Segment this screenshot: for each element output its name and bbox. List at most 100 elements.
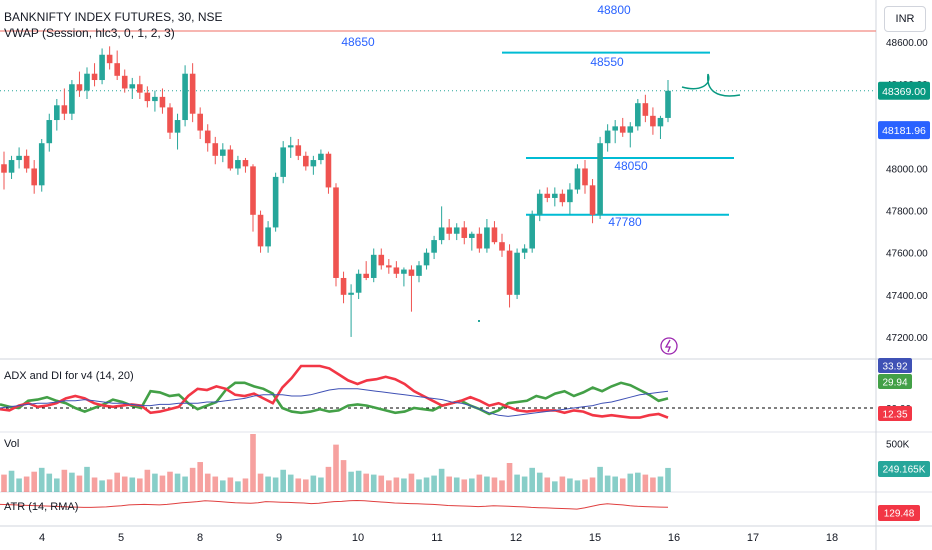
price-label-value: 48369.00: [882, 86, 926, 98]
time-tick-label: 12: [510, 532, 522, 544]
vwap-legend[interactable]: VWAP (Session, hlc3, 0, 1, 2, 3): [4, 26, 175, 40]
atr-line: [0, 499, 669, 510]
volume-bar: [386, 480, 392, 492]
volume-bar: [506, 463, 513, 492]
candle-body: [529, 214, 535, 249]
volume-bar: [491, 477, 498, 492]
chart-title: BANKNIFTY INDEX FUTURES, 30, NSE: [4, 10, 223, 24]
volume-bar: [446, 476, 452, 492]
volume-bar: [76, 475, 83, 492]
price-tick-label: 47400.00: [886, 291, 928, 302]
candle-body: [401, 269, 407, 274]
volume-bar: [182, 476, 188, 492]
price-tick-label: 48000.00: [886, 164, 928, 175]
volume-bar: [144, 469, 151, 492]
volume-bar: [567, 478, 573, 492]
candle-body: [204, 130, 211, 144]
candle-body: [23, 155, 30, 169]
candle-body: [310, 160, 317, 167]
candle-body: [355, 273, 362, 293]
volume-bar: [423, 477, 430, 492]
candle-body: [99, 54, 105, 81]
candle-body: [469, 233, 475, 238]
volume-bar: [137, 478, 143, 492]
volume-bar: [544, 477, 551, 492]
volume-bar: [378, 475, 385, 492]
candle-body: [61, 105, 68, 114]
atr-value-label: 129.48: [884, 509, 915, 520]
volume-bar: [657, 476, 664, 492]
candle-body: [544, 193, 551, 198]
volume-bar: [597, 466, 603, 492]
volume-bar: [529, 467, 535, 492]
volume-bar: [220, 480, 226, 492]
volume-bar: [393, 477, 400, 492]
volume-bar: [318, 477, 324, 492]
volume-bar: [16, 478, 22, 492]
atr-legend[interactable]: ATR (14, RMA): [4, 501, 79, 513]
volume-bar: [453, 477, 460, 492]
candle-body: [295, 145, 302, 156]
candle-body: [635, 103, 641, 127]
volume-tick-label: 500K: [886, 440, 910, 451]
candle-body: [242, 160, 249, 167]
volume-bar: [99, 480, 105, 492]
candle-body: [31, 168, 37, 186]
volume-bar: [46, 473, 53, 492]
candle-body: [1, 164, 7, 173]
volume-bar: [499, 480, 505, 492]
candle-body: [589, 185, 596, 215]
candle-body: [250, 166, 256, 215]
volume-bar: [310, 475, 317, 492]
annotation-label: 48800: [597, 3, 631, 17]
candle-body: [627, 126, 634, 133]
candle-body: [476, 233, 483, 249]
volume-bar: [333, 444, 339, 492]
price-tick-label: 47600.00: [886, 249, 928, 260]
time-tick-label: 9: [276, 532, 282, 544]
volume-bar: [31, 471, 37, 492]
candle-body: [287, 145, 294, 148]
volume-bar: [250, 434, 256, 492]
candle-body: [174, 120, 181, 133]
candle-body: [378, 254, 385, 266]
price-label-box: [878, 121, 930, 140]
adx-value-label: 12.35: [882, 410, 907, 421]
volume-value-box: [878, 461, 930, 477]
volume-legend[interactable]: Vol: [4, 438, 20, 450]
time-tick-label: 4: [39, 532, 45, 544]
volume-bar: [303, 479, 309, 492]
volume-bar: [469, 478, 475, 492]
candle-body: [665, 90, 671, 118]
volume-bar: [416, 479, 422, 492]
annotation-label: 47780: [608, 215, 642, 229]
projection-curve: [681, 73, 741, 97]
currency-button[interactable]: INR: [884, 6, 926, 32]
time-axis[interactable]: 4 5 8 9 10 11 12 15 16 17 18: [39, 532, 838, 544]
candle-body: [650, 115, 656, 127]
volume-bar: [574, 480, 581, 492]
time-tick-label: 8: [197, 532, 203, 544]
candle-body: [189, 73, 196, 114]
volume-bar: [340, 460, 347, 492]
candle-body: [91, 73, 98, 81]
adx-legend[interactable]: ADX and DI for v4 (14, 20): [4, 370, 134, 382]
volume-bar: [159, 475, 166, 492]
candle-body: [619, 126, 626, 133]
volume-bar: [612, 476, 618, 492]
price-tick-label: 47200.00: [886, 333, 928, 344]
candle-body: [491, 227, 498, 243]
volume-bar: [536, 472, 543, 492]
annotation-label: 48650: [341, 35, 375, 49]
candle-body: [182, 73, 188, 121]
price-axis[interactable]: 48600.0048400.0048000.0047800.0047600.00…: [878, 38, 930, 344]
candle-body: [333, 187, 339, 278]
candle-body: [612, 126, 618, 131]
volume-bar: [8, 470, 15, 492]
candle-body: [506, 250, 513, 295]
time-tick-label: 17: [747, 532, 759, 544]
candle-body: [121, 75, 128, 89]
candle-body: [235, 160, 241, 169]
volume-bar: [61, 469, 68, 492]
